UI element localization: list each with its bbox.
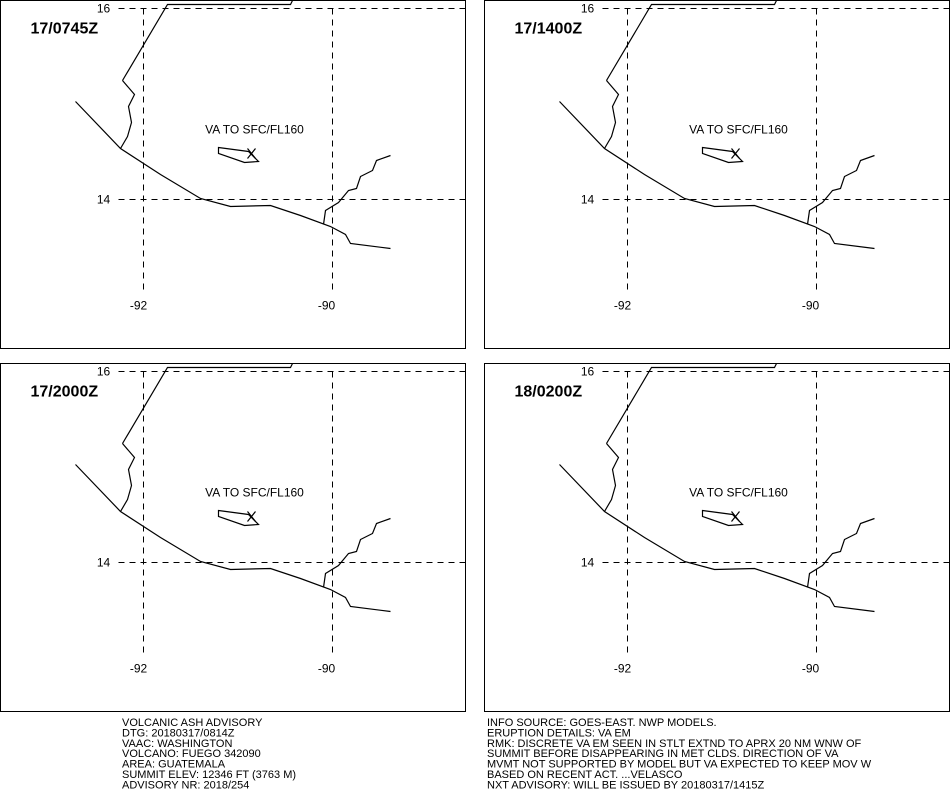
advisory-line: VOLCANIC ASH ADVISORY: [122, 717, 263, 729]
border: [603, 80, 620, 149]
volcano-mark: [247, 511, 256, 522]
panel-frame: [484, 363, 950, 712]
volcano-mark: [731, 148, 740, 159]
border: [121, 0, 294, 81]
advisory-line: ERUPTION DETAILS: VA EM: [487, 727, 631, 739]
map-panel: 16 14 -92 -90 17/1400Z VA TO SFC/FL160: [484, 0, 950, 349]
lon-label: -90: [802, 662, 820, 676]
lat-label: 16: [97, 365, 111, 379]
panel-frame: [484, 0, 950, 349]
border: [119, 443, 136, 512]
border: [603, 443, 620, 512]
border: [322, 517, 391, 588]
lon-label: -90: [318, 662, 336, 676]
advisory-line: MVMT NOT SUPPORTED BY MODEL BUT VA EXPEC…: [487, 759, 872, 771]
advisory-line: AREA: GUATEMALA: [122, 759, 226, 771]
advisory-line: INFO SOURCE: GOES-EAST. NWP MODELS.: [487, 717, 717, 729]
border: [605, 363, 778, 444]
volcano-mark: [247, 148, 256, 159]
lon-label: -92: [614, 299, 632, 313]
coastline: [559, 101, 875, 250]
lat-label: 14: [97, 193, 111, 207]
ash-area: [701, 146, 744, 164]
border: [806, 154, 875, 225]
valid-time: 17/2000Z: [31, 384, 99, 401]
advisory-line: SUMMIT ELEV: 12346 FT (3763 M): [122, 769, 296, 781]
valid-time: 17/0745Z: [31, 21, 99, 38]
valid-time: 18/0200Z: [515, 384, 583, 401]
ash-label: VA TO SFC/FL160: [689, 123, 788, 137]
panel-frame: [0, 363, 466, 712]
advisory-line: DTG: 20180317/0814Z: [122, 727, 235, 739]
coastline: [559, 464, 875, 613]
valid-time: 17/1400Z: [515, 21, 583, 38]
border: [121, 363, 294, 444]
panel-frame: [0, 0, 466, 349]
map-panel: 16 14 -92 -90 18/0200Z VA TO SFC/FL160: [484, 363, 950, 712]
border: [806, 517, 875, 588]
ash-label: VA TO SFC/FL160: [205, 123, 304, 137]
ash-label: VA TO SFC/FL160: [205, 486, 304, 500]
ash-area: [701, 509, 744, 527]
lat-label: 14: [581, 193, 595, 207]
coastline: [75, 101, 391, 250]
lat-label: 16: [581, 2, 595, 16]
border: [605, 0, 778, 81]
border: [119, 80, 136, 149]
lon-label: -90: [318, 299, 336, 313]
ash-area: [217, 509, 260, 527]
lon-label: -92: [130, 299, 148, 313]
advisory-line: VOLCANO: FUEGO 342090: [122, 748, 261, 760]
advisory-line: VAAC: WASHINGTON: [122, 738, 232, 750]
coastline: [75, 464, 391, 613]
lat-label: 16: [97, 2, 111, 16]
map-panel: 16 14 -92 -90 17/2000Z VA TO SFC/FL160: [0, 363, 466, 712]
lat-label: 14: [581, 556, 595, 570]
ash-area: [217, 146, 260, 164]
border: [322, 154, 391, 225]
advisory-line: BASED ON RECENT ACT. ...VELASCO: [487, 769, 683, 781]
advisory-line: SUMMIT BEFORE DISAPPEARING IN MET CLDS. …: [487, 748, 839, 760]
advisory-line: NXT ADVISORY: WILL BE ISSUED BY 20180317…: [487, 779, 764, 791]
map-panel: 16 14 -92 -90 17/0745Z VA TO SFC/FL160: [0, 0, 466, 349]
lat-label: 16: [581, 365, 595, 379]
volcano-mark: [731, 511, 740, 522]
advisory-line: RMK: DISCRETE VA EM SEEN IN STLT EXTND T…: [487, 738, 862, 750]
lat-label: 14: [97, 556, 111, 570]
advisory-line: ADVISORY NR: 2018/254: [122, 779, 249, 791]
lon-label: -90: [802, 299, 820, 313]
lon-label: -92: [614, 662, 632, 676]
lon-label: -92: [130, 662, 148, 676]
ash-label: VA TO SFC/FL160: [689, 486, 788, 500]
